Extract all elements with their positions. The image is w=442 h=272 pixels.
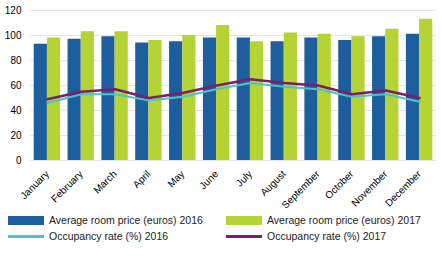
svg-text:0: 0 [16,155,22,166]
svg-text:60: 60 [10,80,22,91]
html-text:Occupancy rate (%) 2017: Occupancy rate (%) 2017 [267,230,387,242]
svg-text:October: October [323,168,356,201]
svg-text:20: 20 [10,130,22,141]
svg-text:120: 120 [5,5,22,16]
html-text:Average room price (euros) 201: Average room price (euros) 2016 [49,214,203,226]
svg-text:May: May [165,168,186,189]
svg-text:December: December [383,168,424,209]
svg-text:January: January [18,168,51,201]
svg-text:February: February [49,168,85,204]
svg-text:80: 80 [10,55,22,66]
html-text:Occupancy rate (%) 2016: Occupancy rate (%) 2016 [49,230,169,242]
svg-text:September: September [279,168,322,211]
svg-text:March: March [91,168,118,195]
svg-text:June: June [197,168,220,191]
svg-text:November: November [349,168,390,209]
svg-text:April: April [131,168,153,190]
svg-text:August: August [258,168,288,198]
svg-text:40: 40 [10,105,22,116]
svg-text:July: July [234,168,254,188]
svg-text:100: 100 [5,30,22,41]
html-text:Average room price (euros) 201: Average room price (euros) 2017 [267,214,421,226]
